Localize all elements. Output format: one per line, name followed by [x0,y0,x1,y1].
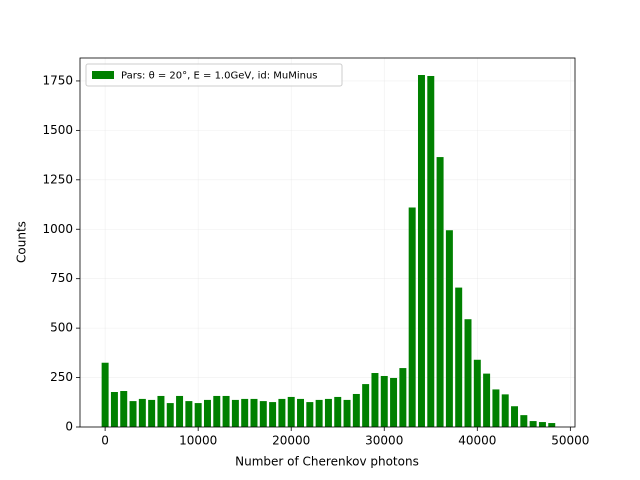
bar [529,421,537,427]
bar [445,230,453,427]
legend: Pars: θ = 20°, E = 1.0GeV, id: MuMinus [85,63,343,87]
bar [511,406,519,427]
x-tick-label: 20000 [272,434,310,448]
bar [464,319,472,427]
bar [241,398,249,427]
bar [278,398,286,427]
bar [501,394,509,427]
bar [259,401,267,427]
bar [231,399,239,427]
bar [222,395,230,427]
y-tick-label: 1500 [42,123,73,137]
bar [371,373,379,427]
bar [203,399,211,427]
bar [287,396,295,427]
bar [324,398,332,427]
bar [548,423,556,427]
bar [417,75,425,427]
x-tick-label: 30000 [365,434,403,448]
bar [399,368,407,427]
bar [176,395,184,427]
bar [148,399,156,427]
y-axis-label: Counts [15,221,29,263]
bar [194,403,202,427]
bar [455,287,463,427]
bar [473,359,481,427]
bar [492,389,500,427]
bar [427,75,435,427]
y-tick-label: 750 [50,271,73,285]
bar [538,422,546,427]
x-tick-label: 40000 [458,434,496,448]
y-tick-label: 1750 [42,73,73,87]
bar [334,396,342,427]
legend-box [85,63,343,87]
bar [390,377,398,427]
bar [157,395,165,427]
y-tick-label: 250 [50,370,73,384]
bar [297,398,305,427]
bar [520,415,528,427]
bar [250,398,258,427]
bar [120,391,128,427]
bar [352,393,360,427]
bar [110,391,118,427]
x-tick-label: 50000 [551,434,589,448]
bar [380,375,388,427]
bar [213,395,221,427]
y-tick-label: 1250 [42,172,73,186]
plot-frame [79,57,576,428]
x-axis-label: Number of Cherenkov photons [235,455,419,469]
bar [129,401,137,427]
y-tick-label: 1000 [42,222,73,236]
bar [138,398,146,427]
x-tick-label: 0 [101,434,109,448]
bar [269,402,277,427]
bar [362,384,370,427]
bar [166,403,174,427]
legend-label: Pars: θ = 20°, E = 1.0GeV, id: MuMinus [121,71,318,82]
y-tick-label: 0 [65,420,73,434]
bar [101,362,109,427]
x-tick-label: 10000 [179,434,217,448]
bar [408,207,416,427]
bar [436,157,444,428]
bar [315,399,323,427]
bar [306,402,314,427]
legend-swatch [92,71,114,79]
y-tick-label: 500 [50,321,73,335]
bar [343,399,351,427]
bar [185,401,193,427]
bar [483,373,491,427]
